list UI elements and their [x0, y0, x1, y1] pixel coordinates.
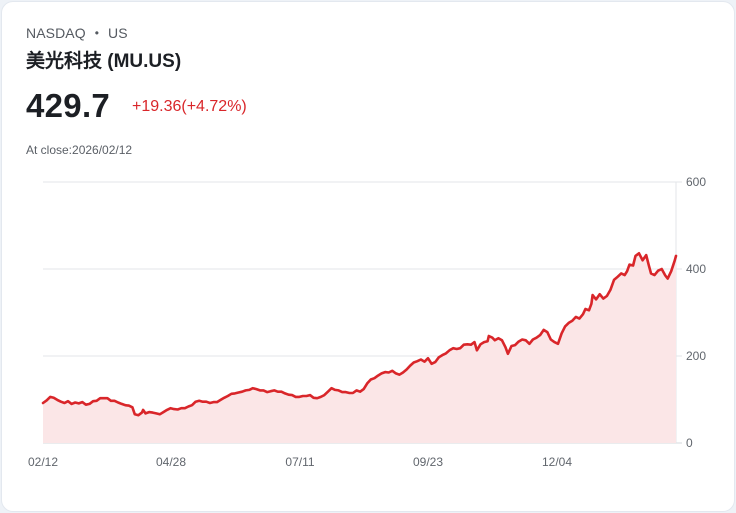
x-tick-label: 07/11 — [285, 455, 314, 469]
y-tick-label: 200 — [686, 349, 706, 363]
y-tick-label: 0 — [686, 436, 693, 450]
close-date: At close:2026/02/12 — [26, 143, 133, 157]
price-area-fill — [43, 253, 676, 443]
x-tick-label: 09/23 — [413, 455, 443, 469]
x-tick-label: 12/04 — [542, 455, 572, 469]
exchange-line: NASDAQ • US — [26, 25, 128, 41]
y-tick-label: 400 — [686, 262, 706, 276]
separator-dot: • — [94, 26, 100, 40]
region-label: US — [108, 25, 128, 41]
x-axis: 02/12 04/28 07/11 09/23 12/04 — [28, 455, 572, 469]
y-tick-label: 600 — [686, 175, 706, 189]
current-price: 429.7 — [26, 87, 111, 124]
x-tick-label: 04/28 — [156, 455, 186, 469]
price-change: +19.36(+4.72%) — [132, 98, 247, 115]
exchange-name: NASDAQ — [26, 25, 86, 41]
price-line[interactable] — [41, 252, 678, 417]
stock-title: 美光科技 (MU.US) — [26, 51, 182, 72]
y-axis: 0 200 400 600 — [686, 175, 706, 450]
x-tick-label: 02/12 — [28, 455, 58, 469]
